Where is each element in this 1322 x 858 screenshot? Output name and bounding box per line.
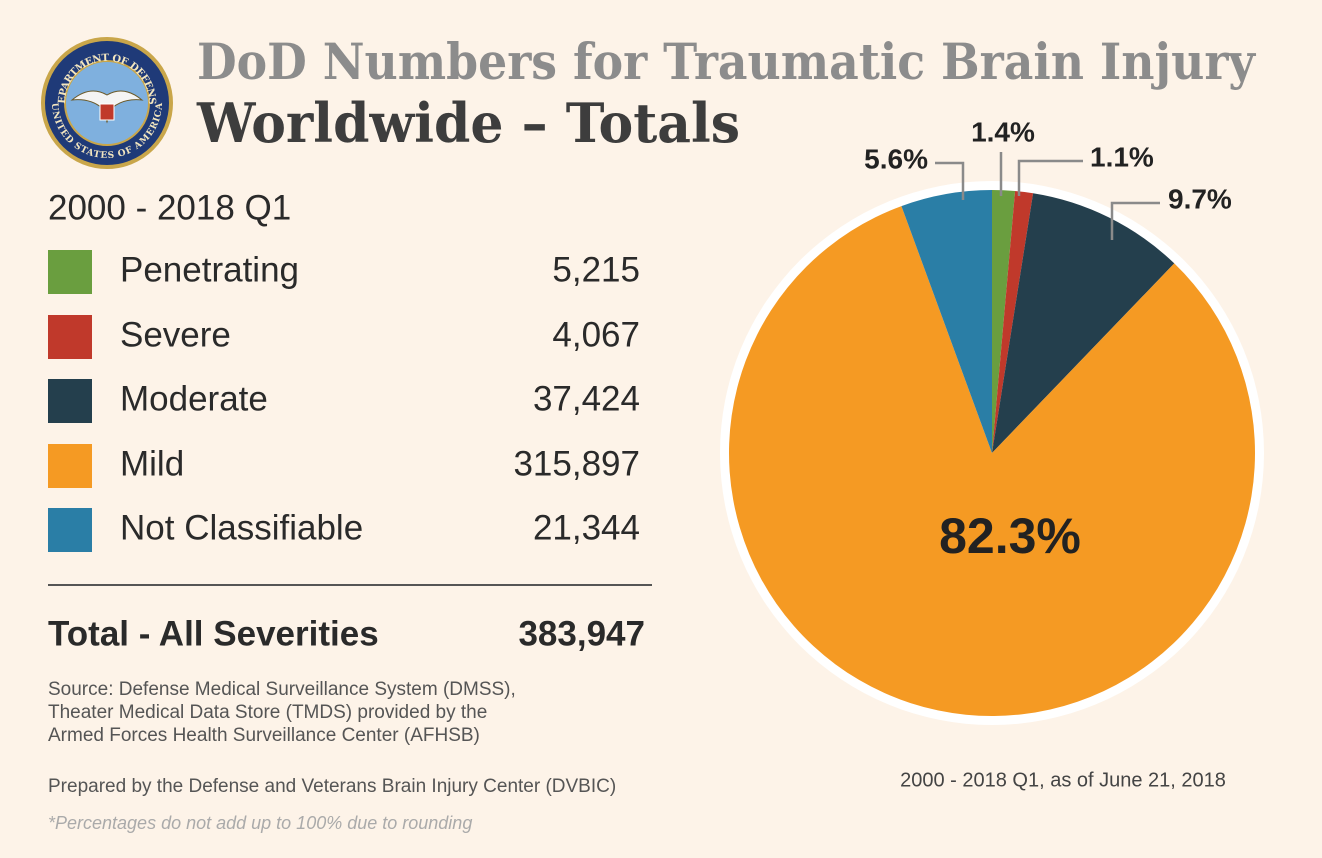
chart-caption: 2000 - 2018 Q1, as of June 21, 2018 — [900, 769, 1226, 791]
legend-label: Penetrating — [120, 250, 299, 289]
leader-line — [1110, 201, 1160, 240]
legend-label: Moderate — [120, 379, 268, 418]
legend-label: Mild — [120, 444, 184, 483]
pie-slice — [992, 191, 1034, 453]
value-label: 1.1% — [1090, 141, 1154, 172]
pie-slice — [901, 190, 992, 453]
title: DoD Numbers for Traumatic Brain Injury — [197, 32, 1257, 91]
legend-count: 315,897 — [513, 444, 640, 483]
pie-slice — [992, 190, 1016, 453]
source-line: Armed Forces Health Surveillance Center … — [48, 725, 480, 746]
source-line: Source: Defense Medical Surveillance Sys… — [48, 679, 516, 700]
pie-slice — [729, 206, 1255, 717]
prepared-by: Prepared by the Defense and Veterans Bra… — [48, 776, 616, 797]
leader-line — [1017, 159, 1083, 196]
pie-slice — [992, 193, 1175, 453]
value-label: 1.4% — [971, 116, 1035, 147]
total-label: Total - All Severities — [48, 614, 379, 653]
legend-swatch — [48, 315, 92, 359]
legend-count: 37,424 — [533, 379, 640, 418]
subtitle: Worldwide – Totals — [196, 91, 740, 155]
period: 2000 - 2018 Q1 — [48, 188, 291, 227]
legend-count: 5,215 — [552, 250, 640, 289]
leader-line — [935, 161, 965, 200]
value-label: 9.7% — [1168, 183, 1232, 214]
legend-count: 4,067 — [552, 315, 640, 354]
legend-count: 21,344 — [533, 508, 640, 547]
total-value: 383,947 — [518, 614, 645, 653]
seal: DEPARTMENT OF DEFENSE UNITED STATES OF A… — [0, 0, 173, 169]
value-label: 5.6% — [864, 143, 928, 174]
legend-label: Not Classifiable — [120, 508, 363, 547]
legend-swatch — [48, 508, 92, 552]
footnote: *Percentages do not add up to 100% due t… — [48, 813, 472, 833]
source-line: Theater Medical Data Store (TMDS) provid… — [48, 702, 487, 723]
legend-swatch — [48, 379, 92, 423]
legend-label: Severe — [120, 315, 231, 354]
value-label: 82.3% — [939, 508, 1081, 564]
legend-swatch — [48, 250, 92, 294]
legend-swatch — [48, 444, 92, 488]
